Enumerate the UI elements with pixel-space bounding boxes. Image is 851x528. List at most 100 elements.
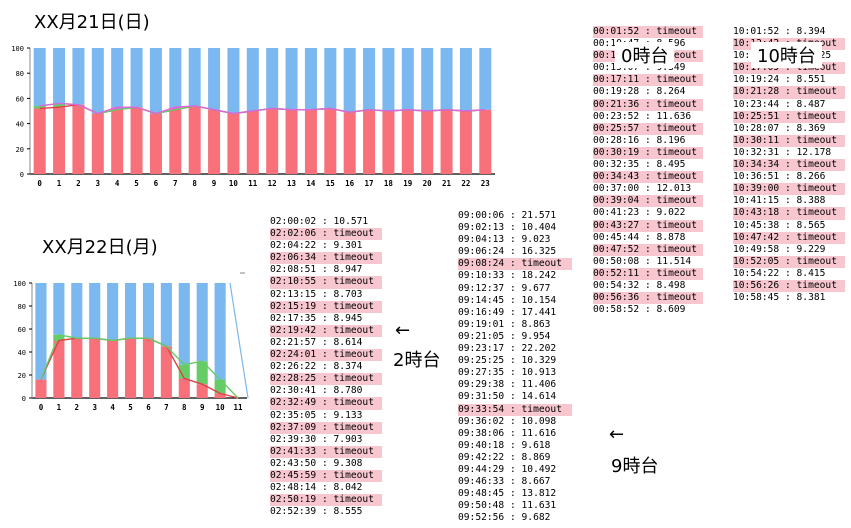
log-row: 02:35:05 : 9.133 <box>270 409 363 421</box>
log-row: 02:52:39 : 8.555 <box>270 506 363 518</box>
bar-segment <box>196 384 208 398</box>
bar-segment <box>208 48 221 110</box>
x-tick-label: 11 <box>248 179 258 188</box>
bar-segment <box>214 393 226 398</box>
bar-segment <box>343 112 356 174</box>
bar-segment <box>343 48 356 113</box>
log-row: 00:45:44 : 8.878 <box>593 231 686 243</box>
bar-segment <box>130 48 143 108</box>
x-tick-label: 19 <box>403 179 413 188</box>
bar-segment <box>53 103 66 108</box>
log-row: 00:01:52 : timeout <box>593 26 703 39</box>
log-row: 09:12:37 : 9.677 <box>458 282 551 294</box>
x-tick-label: 10 <box>229 179 239 188</box>
bar-segment <box>324 48 337 109</box>
log-row: 02:43:50 : 9.308 <box>270 457 363 469</box>
log-row: 02:17:35 : 8.945 <box>270 312 363 324</box>
log-row: 10:43:18 : timeout <box>733 207 845 220</box>
x-tick-label: 4 <box>110 403 115 412</box>
x-tick-label: 12 <box>268 179 277 188</box>
bar-segment <box>479 48 492 110</box>
log-hour-09: 09:00:06 : 21.571 09:02:13 : 10.404 09:04:… <box>458 210 572 524</box>
log-row: 09:19:01 : 8.863 <box>458 318 551 330</box>
log-row: 09:10:33 : 18.242 <box>458 270 557 282</box>
bar-segment <box>111 48 124 108</box>
bar-segment <box>196 361 208 385</box>
bar-segment <box>160 283 172 347</box>
log-row: 00:50:08 : 11.514 <box>593 255 692 267</box>
log-row: 00:39:04 : timeout <box>593 195 703 208</box>
bar-segment <box>178 283 190 365</box>
log-row: 10:39:00 : timeout <box>733 183 845 196</box>
trend-line <box>229 282 249 399</box>
log-row: 09:21:05 : 9.954 <box>458 330 551 342</box>
log-row: 00:47:52 : timeout <box>593 243 703 256</box>
bar-segment <box>89 338 101 398</box>
y-tick-label: 60 <box>18 326 26 334</box>
hour-10-label: 10時台 <box>751 42 822 68</box>
x-tick-label: 7 <box>173 179 178 188</box>
x-tick-label: 6 <box>146 403 151 412</box>
bar-segment <box>91 48 104 114</box>
bar-segment <box>421 111 434 174</box>
bar-segment <box>71 338 83 398</box>
bar-segment <box>208 109 221 174</box>
hour-9-label: 9時台 <box>611 456 659 477</box>
bar-segment <box>214 283 226 380</box>
log-row: 00:30:19 : timeout <box>593 146 703 160</box>
y-tick-label: 80 <box>16 70 24 78</box>
log-row: 02:45:59 : timeout <box>270 469 382 483</box>
log-row: 10:28:07 : 8.369 <box>733 122 826 134</box>
bar-segment <box>72 104 85 174</box>
bar-segment <box>401 48 414 110</box>
log-row: 09:16:49 : 17.441 <box>458 306 557 318</box>
log-row: 02:32:49 : timeout <box>270 397 382 410</box>
x-tick-label: 11 <box>234 403 244 412</box>
log-row: 00:21:36 : timeout <box>593 98 703 111</box>
bar-segment <box>35 379 47 398</box>
x-tick-label: 15 <box>326 179 335 188</box>
bar-segment <box>459 48 472 111</box>
log-row: 02:02:06 : timeout <box>270 228 382 241</box>
x-tick-label: 4 <box>115 179 120 188</box>
y-tick-label: 40 <box>16 121 24 129</box>
log-row: 00:25:57 : timeout <box>593 122 703 135</box>
log-row: 02:04:22 : 9.301 <box>270 240 363 252</box>
log-row: 10:30:11 : timeout <box>733 134 845 147</box>
log-row: 02:30:41 : 8.780 <box>270 385 363 397</box>
log-row: 00:23:52 : 11.636 <box>593 110 692 122</box>
bar-segment <box>178 364 190 379</box>
log-row: 10:49:58 : 9.229 <box>733 243 826 255</box>
log-row: 09:06:24 : 16.325 <box>458 246 557 258</box>
x-tick-label: 20 <box>423 179 433 188</box>
log-row: 00:17:11 : timeout <box>593 74 703 87</box>
bar-segment <box>382 111 395 174</box>
log-row: 09:33:54 : timeout <box>458 403 572 416</box>
log-row: 00:58:52 : 8.609 <box>593 304 686 316</box>
log-row: 00:52:11 : timeout <box>593 267 703 280</box>
bar-segment <box>35 283 47 380</box>
x-tick-label: 3 <box>92 403 97 412</box>
bar-segment <box>196 283 208 362</box>
log-row: 09:25:25 : 10.329 <box>458 355 557 367</box>
bar-segment <box>266 48 279 109</box>
x-tick-label: 13 <box>287 179 297 188</box>
x-tick-label: 0 <box>39 403 44 412</box>
x-tick-label: 7 <box>164 403 169 412</box>
bar-segment <box>440 48 453 110</box>
log-row: 02:21:57 : 8.614 <box>270 336 363 348</box>
bar-segment <box>149 48 162 114</box>
bar-segment <box>246 48 259 111</box>
log-row: 00:56:36 : timeout <box>593 292 703 305</box>
x-tick-label: 8 <box>182 403 187 412</box>
log-row: 02:28:25 : timeout <box>270 373 382 386</box>
log-row: 02:06:34 : timeout <box>270 252 382 265</box>
y-tick-label: 20 <box>18 372 26 380</box>
bar-segment <box>53 340 65 398</box>
log-row: 10:36:51 : 8.266 <box>733 171 826 183</box>
log-row: 09:00:06 : 21.571 <box>458 210 557 221</box>
x-tick-label: 2 <box>76 179 81 188</box>
log-row: 09:40:18 : 9.618 <box>458 439 551 451</box>
